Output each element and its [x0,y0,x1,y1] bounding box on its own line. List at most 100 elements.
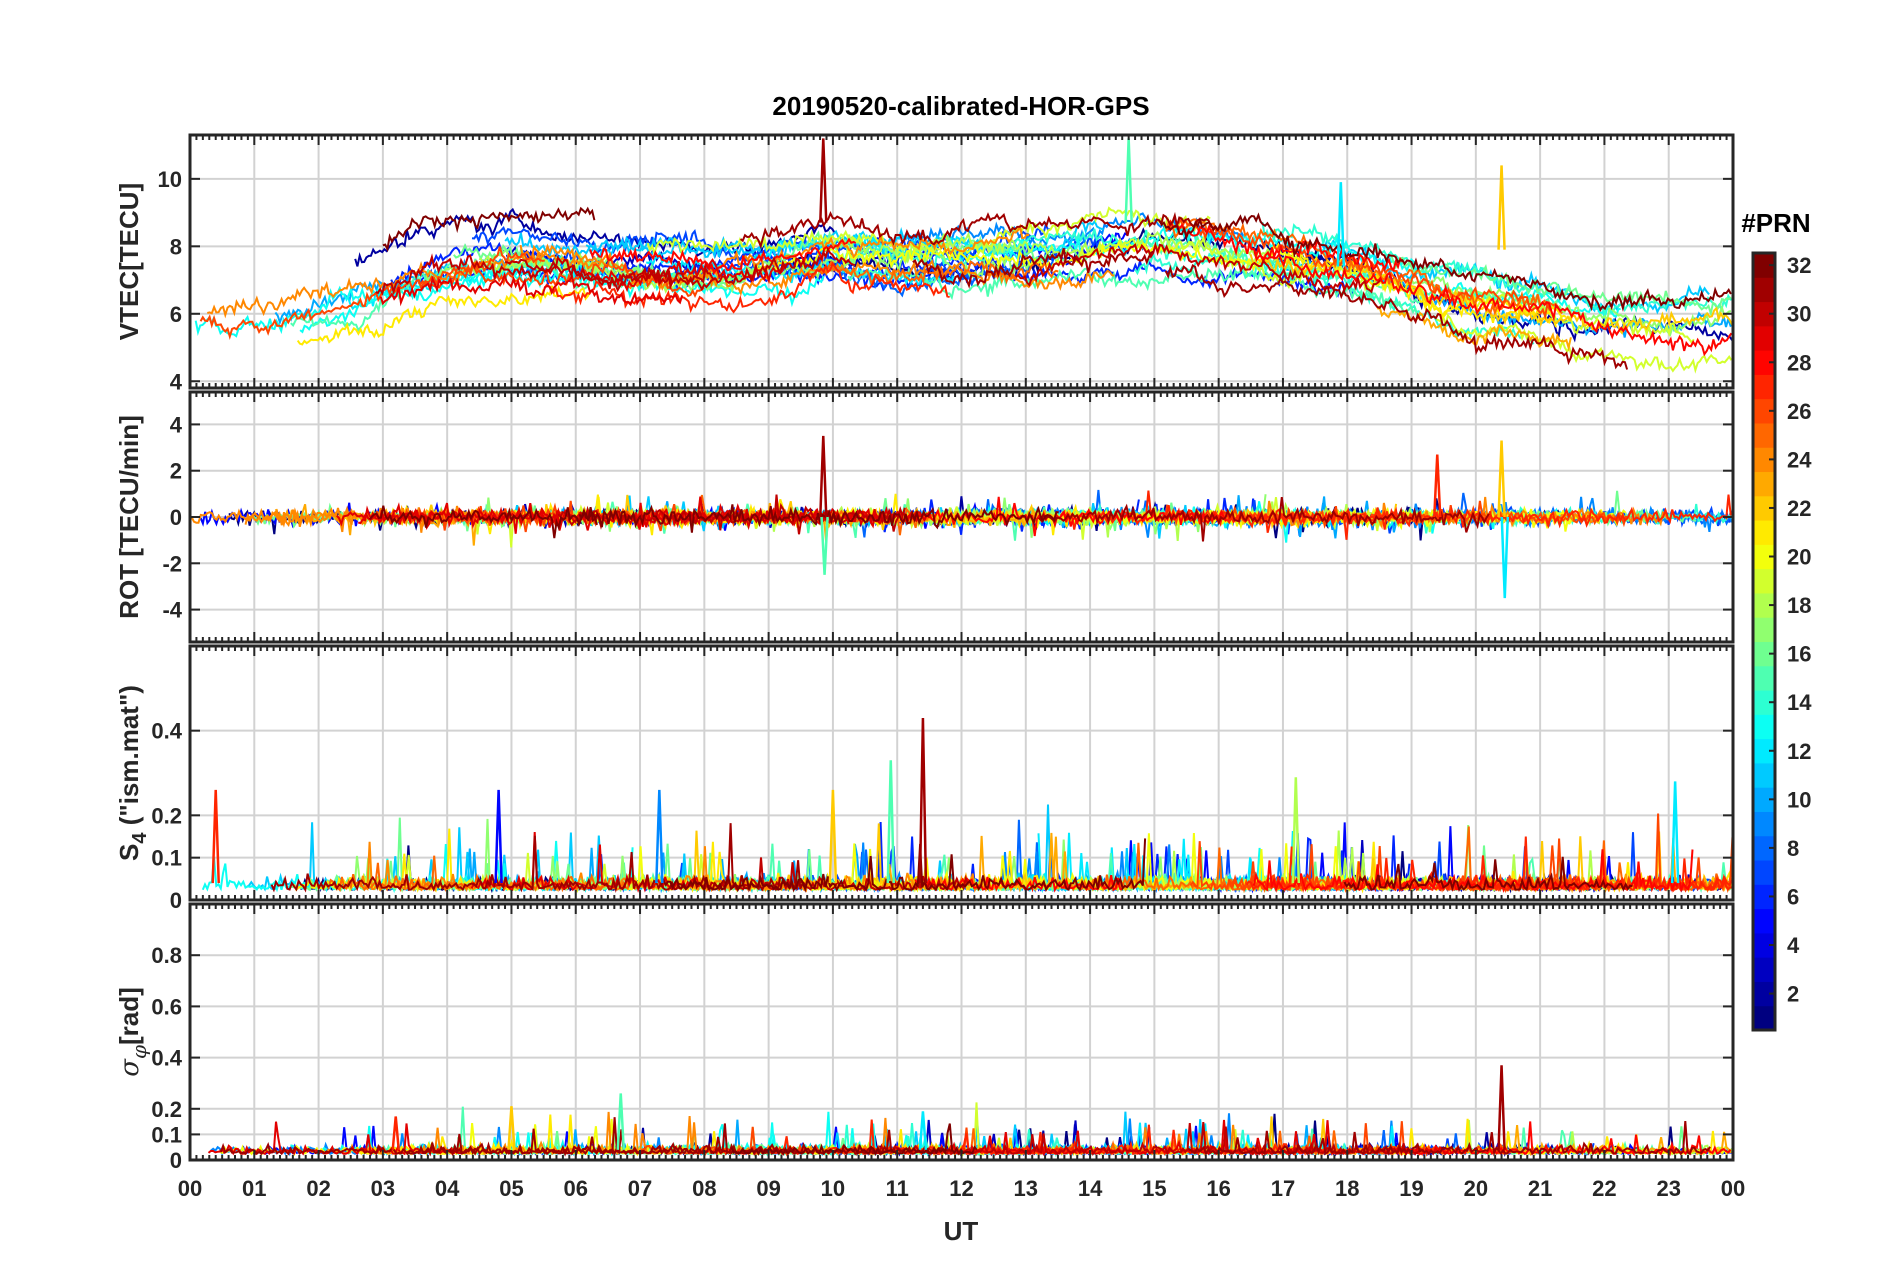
x-tick-label: 09 [756,1176,780,1201]
colorbar-swatch [1753,884,1775,910]
peak-vtec-1 [1124,138,1133,223]
colorbar-tick-label: 16 [1787,642,1811,667]
series-prn-22 [1249,253,1733,335]
x-tick-label: 16 [1206,1176,1230,1201]
colorbar-swatch [1753,350,1775,375]
y-tick-label: 8 [170,234,182,259]
colorbar-swatch [1753,592,1775,618]
colorbar-frame [1751,251,1777,1032]
colorbar-tick-label: 6 [1787,884,1799,909]
peak-sigphi-4 [391,1116,400,1150]
series-prn-32 [578,504,1059,533]
colorbar-swatch [1753,447,1775,473]
peak-sigphi-2 [507,1106,516,1150]
colorbar-tick-label: 30 [1787,302,1811,327]
series-group-rot [190,435,1733,599]
colorbar-tick-label: 18 [1787,593,1811,618]
peak-vtec-3 [1336,182,1346,267]
x-axis-label: UT [944,1216,979,1246]
series-group-vtec [194,138,1733,374]
y-tick-label: 0.1 [151,846,182,871]
x-tick-label: 00 [178,1176,202,1201]
peak-rot-4 [1433,454,1442,518]
colorbar-swatch [1753,835,1775,861]
y-tick-label: 0.1 [151,1122,182,1147]
y-tick-label: 0 [170,505,182,530]
series-prn-15 [847,265,1423,319]
peak-rot-1 [820,516,829,575]
y-tick-label: 4 [170,369,183,394]
axes-frame-sigphi [188,902,1735,1162]
series-prn-20 [753,241,1306,273]
peak-sigphi-0 [1497,1065,1506,1150]
peak-s4-1 [886,760,896,884]
y-tick-label: 0.4 [151,719,182,744]
peak-s4-5 [494,789,503,884]
series-prn-32 [382,206,596,253]
colorbar-swatch [1753,277,1775,303]
x-tick-labels: 00 01 02 03 04 05 06 07 08 09 10 11 12 13 14 15 16 17 18 19… [178,1176,1745,1201]
x-tick-label: 21 [1528,1176,1552,1201]
colorbar-swatch [1753,690,1775,715]
peak-vtec-0 [819,138,828,223]
colorbar-tick-label: 12 [1787,739,1811,764]
series-prn-28 [1253,250,1733,357]
panel-sigphi: 00.10.2 0.4 0.6 0.8σφ[rad] [114,902,1735,1173]
peak-vtec-2 [1497,165,1506,250]
panel-vtec: 4 6 8 10 VTEC[TECU] [114,133,1735,394]
y-tick-label: 0 [170,888,182,913]
panel-s4: 0 0.1 0.2 0.4S4 ("ism.mat") [114,644,1735,913]
series-group-sigphi [207,1065,1733,1158]
y-axis-label-s4: S4 ("ism.mat") [114,685,151,861]
y-tick-label: 4 [170,412,183,437]
series-prn-27 [543,261,950,314]
y-tick-label: 10 [158,167,182,192]
colorbar-title: #PRN [1741,208,1810,238]
peak-s4-3 [1670,781,1680,884]
series-prn-26 [1177,217,1553,321]
colorbar-swatch [1753,860,1775,885]
x-tick-label: 06 [564,1176,588,1201]
y-tick-label: 0.4 [151,1046,182,1071]
series-prn-30 [375,247,856,296]
x-tick-label: 18 [1335,1176,1359,1201]
colorbar-tick-label: 10 [1787,787,1811,812]
colorbar-tick-label: 22 [1787,496,1811,521]
x-tick-label: 12 [949,1176,973,1201]
colorbar-swatch [1753,471,1775,497]
y-tick-label: 0.6 [151,994,182,1019]
axes-frame-rot [188,390,1735,644]
series-prn-31 [406,1129,953,1157]
colorbar-swatch [1753,908,1775,934]
colorbar-swatch [1753,665,1775,691]
axes-frame-s4 [188,644,1735,902]
series-prn-9 [903,212,1247,249]
x-tick-label: 04 [435,1176,460,1201]
series-prn-28 [1167,219,1404,273]
colorbar-swatch [1753,617,1775,642]
gridlines-s4 [190,646,1733,900]
colorbar-tick-label: 32 [1787,253,1811,278]
axes-frame-vtec [188,133,1735,390]
y-axis-label-vtec: VTEC[TECU] [114,183,144,340]
colorbar-swatch [1753,374,1775,400]
colorbar-swatch [1753,544,1775,570]
y-tick-label: 0 [170,1148,182,1173]
series-prn-31 [1187,1121,1711,1157]
colorbar-tick-label: 4 [1787,933,1800,958]
colorbar-tick-label: 28 [1787,350,1811,375]
x-tick-label: 23 [1656,1176,1680,1201]
series-prn-29 [379,271,684,307]
y-tick-label: -2 [162,551,182,576]
series-prn-30 [505,258,716,293]
x-tick-label: 15 [1142,1176,1166,1201]
series-prn-24 [519,223,1030,291]
colorbar-swatch [1753,301,1775,327]
series-prn-29 [207,1121,461,1157]
series-prn-14 [1261,222,1733,319]
series-prn-30 [1015,241,1382,294]
colorbar-swatch [1753,981,1775,1007]
colorbar-swatch [1753,714,1775,740]
x-tick-label: 07 [628,1176,652,1201]
